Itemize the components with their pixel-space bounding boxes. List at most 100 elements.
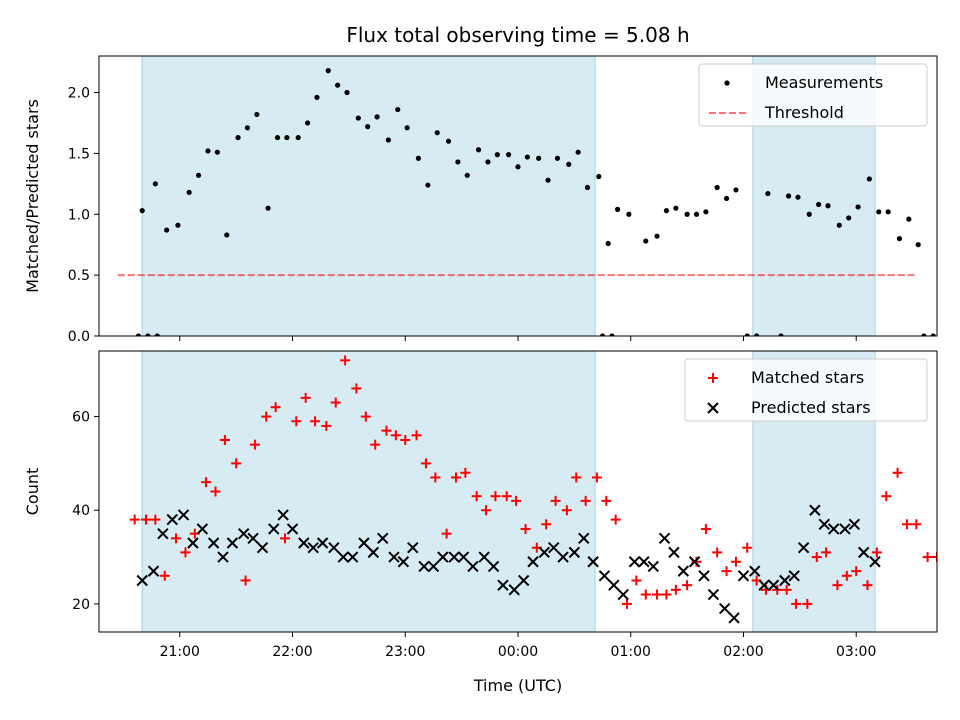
predicted-star-point	[707, 588, 720, 601]
x-b	[286, 523, 299, 535]
measurement-point	[714, 184, 720, 191]
legend-label: Threshold	[764, 103, 844, 122]
predicted-star-point	[638, 556, 650, 568]
observing-interval	[141, 56, 596, 336]
predicted-star-point	[527, 556, 539, 568]
x-tick-label: 01:00	[611, 644, 651, 660]
predicted-star-point	[617, 588, 629, 601]
predicted-star-point	[196, 523, 209, 535]
legend-measurement-marker	[724, 80, 730, 86]
matched-star-point	[400, 434, 411, 445]
x-b	[277, 509, 289, 521]
x-b	[467, 560, 479, 573]
x-b	[157, 527, 169, 540]
legend-predicted-marker	[707, 402, 719, 414]
measurement-point	[274, 134, 281, 141]
x-b	[187, 537, 199, 549]
x-b	[749, 565, 761, 577]
measurement-point	[175, 222, 181, 228]
y-axis-label: Matched/Predicted stars	[23, 99, 42, 293]
predicted-star-point	[337, 551, 349, 563]
x-b	[767, 579, 780, 591]
measurement-point	[205, 148, 211, 154]
predicted-star-point	[517, 574, 530, 587]
measurement-point	[186, 189, 192, 195]
predicted-star-point	[869, 556, 881, 568]
x-b	[358, 537, 370, 549]
measurement-point	[434, 130, 440, 136]
matched-star-point	[742, 542, 753, 553]
matched-star-point	[730, 556, 741, 567]
x-tick-label: 23:00	[385, 644, 425, 660]
predicted-star-point	[328, 541, 340, 554]
predicted-star-point	[779, 574, 791, 587]
predicted-star-point	[647, 560, 659, 573]
predicted-star-point	[467, 560, 479, 573]
measurement-point	[866, 176, 872, 182]
matched-star-point	[871, 547, 882, 558]
matched-star-point	[791, 598, 802, 609]
measurement-point	[415, 155, 422, 161]
matched-star-point	[591, 472, 602, 483]
matched-star-point	[390, 430, 401, 441]
measurement-point	[605, 240, 611, 247]
predicted-star-point	[568, 546, 581, 559]
y-tick-label: 40	[72, 503, 90, 519]
matched-star-point	[201, 477, 212, 488]
matched-star-point	[270, 402, 281, 413]
x-b	[668, 546, 680, 559]
measurement-point	[145, 333, 151, 336]
matched-star-point	[150, 514, 161, 525]
predicted-star-point	[346, 551, 359, 563]
measurement-point	[295, 134, 301, 141]
predicted-star-point	[809, 504, 821, 516]
x-b	[598, 570, 611, 582]
measurement-point	[455, 159, 461, 165]
x-b	[608, 579, 620, 591]
matched-star-point	[321, 420, 332, 431]
x-b	[377, 532, 389, 545]
matched-star-point	[621, 598, 632, 609]
matched-star-point	[210, 486, 221, 497]
predicted-star-point	[316, 537, 329, 549]
predicted-star-point	[418, 560, 430, 573]
predicted-star-point	[858, 546, 870, 559]
legend-label: Predicted stars	[751, 398, 871, 417]
x-b	[136, 574, 148, 587]
measurement-point	[785, 193, 792, 199]
measurement-point	[139, 208, 145, 214]
predicted-star-point	[749, 565, 761, 577]
predicted-star-point	[497, 579, 509, 591]
measurement-point	[609, 333, 615, 336]
x-b	[677, 565, 690, 577]
x-b	[568, 546, 581, 559]
x-b	[818, 518, 830, 530]
matched-star-point	[430, 472, 441, 483]
x-b	[869, 556, 881, 568]
measurement-point	[643, 238, 649, 244]
x-b	[698, 570, 710, 582]
x-tick-label: 21:00	[160, 644, 200, 660]
matched-star-point	[351, 383, 362, 394]
measurement-point	[825, 203, 831, 209]
matched-star-point	[481, 505, 492, 516]
matched-star-point	[580, 495, 591, 506]
measurement-point	[614, 206, 621, 212]
matched-star-point	[922, 552, 933, 563]
matched-star-point	[691, 556, 702, 567]
measurement-point	[235, 134, 241, 141]
legend-box	[698, 63, 928, 127]
matched-star-point	[310, 416, 321, 427]
measurement-point	[876, 209, 882, 215]
matched-star-point	[180, 547, 191, 558]
predicted-star-point	[827, 523, 840, 535]
x-b	[508, 584, 520, 596]
measurement-point	[795, 194, 801, 200]
predicted-star-point	[286, 523, 299, 535]
y-tick-label: 60	[72, 410, 90, 426]
matched-star-point	[249, 439, 260, 450]
matched-star-point	[932, 552, 937, 563]
matched-star-point	[219, 434, 230, 445]
x-axis-label: Time (UTC)	[473, 676, 562, 695]
y-tick-label: 1.5	[68, 146, 90, 162]
